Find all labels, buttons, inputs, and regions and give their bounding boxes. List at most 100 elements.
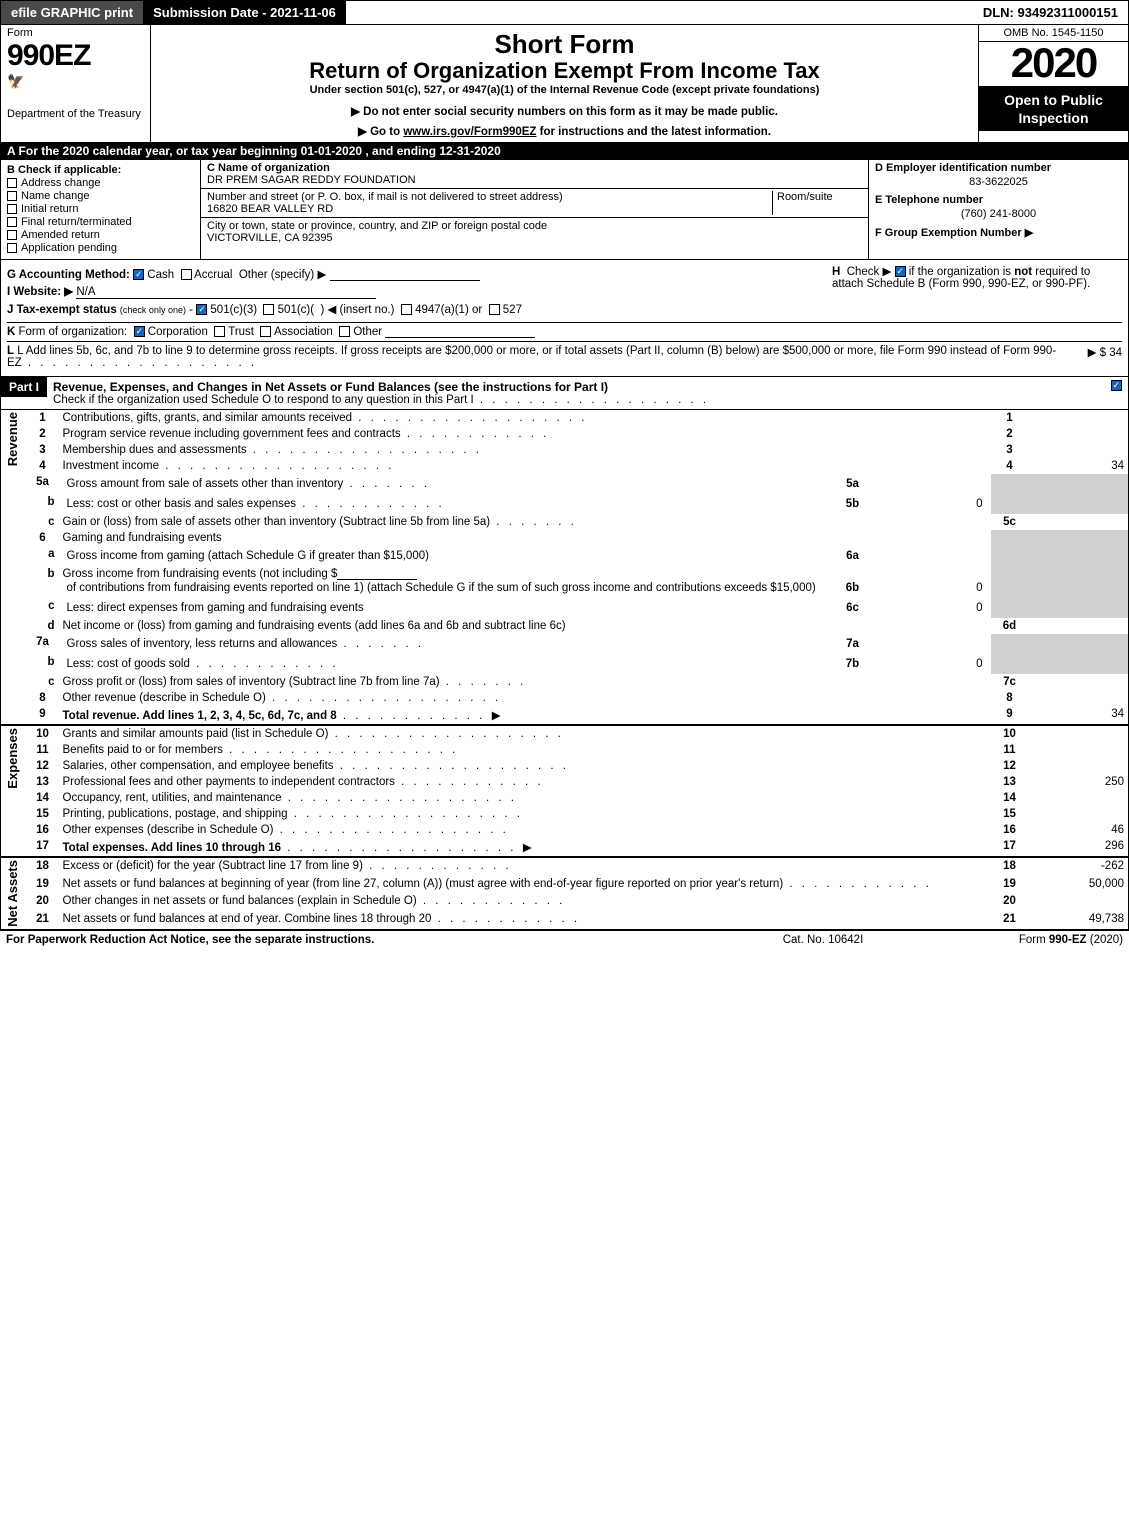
g-label: G Accounting Method: [7, 269, 130, 281]
c-room-label: Room/suite [772, 191, 862, 215]
r5a-desc: Gross amount from sale of assets other t… [63, 476, 839, 492]
dept-label: Department of the Treasury [7, 108, 144, 120]
l-text: L Add lines 5b, 6c, and 7b to line 9 to … [7, 345, 1056, 369]
r21-desc: Net assets or fund balances at end of ye… [59, 911, 991, 929]
revenue-sidebar: Revenue [5, 412, 20, 466]
chk-corp[interactable] [134, 326, 145, 337]
topbar: efile GRAPHIC print Submission Date - 20… [0, 0, 1129, 25]
c-city-row: City or town, state or province, country… [201, 218, 868, 246]
l-amount: ▶ $ 34 [1062, 345, 1122, 369]
form-middle: Short Form Return of Organization Exempt… [151, 25, 978, 142]
r6a-desc: Gross income from gaming (attach Schedul… [63, 548, 839, 564]
chk-initial-return[interactable]: Initial return [7, 203, 194, 215]
chk-assoc[interactable] [260, 326, 271, 337]
v6b: 0 [867, 580, 987, 596]
footer: For Paperwork Reduction Act Notice, see … [0, 930, 1129, 949]
r16-desc: Other expenses (describe in Schedule O) [59, 822, 991, 838]
g-other-label: Other (specify) ▶ [239, 269, 326, 281]
chk-address-change-label: Address change [21, 177, 101, 189]
tax-year: 2020 [979, 42, 1128, 87]
v7b: 0 [867, 656, 987, 672]
r13-desc: Professional fees and other payments to … [59, 774, 991, 790]
efile-print-button[interactable]: efile GRAPHIC print [1, 1, 143, 24]
r6c-desc: Less: direct expenses from gaming and fu… [63, 600, 839, 616]
r6d-desc: Net income or (loss) from gaming and fun… [59, 618, 991, 634]
chk-amended-return-label: Amended return [21, 229, 100, 241]
chk-part-i-scho[interactable] [1111, 380, 1122, 391]
r2-desc: Program service revenue including govern… [59, 426, 991, 442]
ssn-warning: ▶ Do not enter social security numbers o… [157, 104, 972, 118]
i-value: N/A [76, 286, 376, 299]
part-i-title: Revenue, Expenses, and Changes in Net As… [53, 380, 608, 394]
r14-desc: Occupancy, rent, utilities, and maintena… [59, 790, 991, 806]
r4-desc: Investment income [59, 458, 991, 474]
chk-cash[interactable] [133, 269, 144, 280]
r9-desc: Total revenue. Add lines 1, 2, 3, 4, 5c,… [63, 710, 337, 722]
eagle-icon: 🦅 [7, 73, 144, 90]
chk-4947[interactable] [401, 304, 412, 315]
v13: 250 [1029, 774, 1129, 790]
v16: 46 [1029, 822, 1129, 838]
expenses-sidebar: Expenses [5, 728, 20, 789]
entity-box: B Check if applicable: Address change Na… [0, 160, 1129, 260]
g-accrual-label: Accrual [194, 269, 232, 281]
chk-address-change[interactable]: Address change [7, 177, 194, 189]
chk-h[interactable] [895, 266, 906, 277]
goto-post: for instructions and the latest informat… [536, 126, 771, 138]
chk-527[interactable] [489, 304, 500, 315]
j-line: J Tax-exempt status (check only one) - 5… [7, 302, 822, 316]
e-tel-label: E Telephone number [875, 194, 1122, 206]
chk-name-change[interactable]: Name change [7, 190, 194, 202]
chk-trust[interactable] [214, 326, 225, 337]
r3-desc: Membership dues and assessments [59, 442, 991, 458]
col-c: C Name of organization DR PREM SAGAR RED… [201, 160, 868, 259]
goto-link[interactable]: www.irs.gov/Form990EZ [403, 126, 536, 138]
section-a-band: A For the 2020 calendar year, or tax yea… [0, 142, 1129, 160]
v17: 296 [1029, 838, 1129, 857]
i-line: I Website: ▶ N/A [7, 284, 822, 299]
form-number: 990EZ [7, 39, 144, 73]
r1-desc: Contributions, gifts, grants, and simila… [59, 410, 991, 426]
chk-501c3[interactable] [196, 304, 207, 315]
r7a-desc: Gross sales of inventory, less returns a… [63, 636, 839, 652]
chk-amended-return[interactable]: Amended return [7, 229, 194, 241]
c-name-label: C Name of organization [207, 162, 330, 174]
form-label: Form [7, 27, 144, 39]
d-ein-value: 83-3622025 [875, 176, 1122, 188]
open-to-public: Open to Public Inspection [979, 87, 1128, 131]
submission-date: Submission Date - 2021-11-06 [143, 1, 346, 24]
netassets-sidebar: Net Assets [5, 860, 20, 927]
v5b: 0 [867, 496, 987, 512]
r6b1-desc: Gross income from fundraising events (no… [63, 568, 338, 580]
i-label: I Website: ▶ [7, 286, 73, 298]
e-tel-value: (760) 241-8000 [875, 208, 1122, 220]
r7b-desc: Less: cost of goods sold [63, 656, 839, 672]
chk-final-return-label: Final return/terminated [21, 216, 132, 228]
h-line: H Check ▶ if the organization is not req… [822, 264, 1122, 319]
chk-application-pending[interactable]: Application pending [7, 242, 194, 254]
chk-501c[interactable] [263, 304, 274, 315]
b-label: B Check if applicable: [7, 164, 194, 176]
f-group-label: F Group Exemption Number ▶ [875, 226, 1122, 239]
r5b-desc: Less: cost or other basis and sales expe… [63, 496, 839, 512]
r18-desc: Excess or (deficit) for the year (Subtra… [59, 857, 991, 876]
v19: 50,000 [1029, 876, 1129, 894]
footer-left: For Paperwork Reduction Act Notice, see … [6, 934, 723, 946]
footer-right: Form 990-EZ (2020) [923, 934, 1123, 946]
dln: DLN: 93492311000151 [973, 1, 1128, 24]
v4: 34 [1029, 458, 1129, 474]
form-left: Form 990EZ 🦅 Department of the Treasury [1, 25, 151, 142]
c-street-row: Number and street (or P. O. box, if mail… [201, 189, 868, 218]
v9: 34 [1029, 706, 1129, 725]
chk-accrual[interactable] [181, 269, 192, 280]
form-right: OMB No. 1545-1150 2020 Open to Public In… [978, 25, 1128, 142]
footer-mid: Cat. No. 10642I [723, 934, 923, 946]
part-i-table: Revenue 1Contributions, gifts, grants, a… [0, 410, 1129, 930]
d-ein-label: D Employer identification number [875, 162, 1122, 174]
col-def: D Employer identification number 83-3622… [868, 160, 1128, 259]
chk-final-return[interactable]: Final return/terminated [7, 216, 194, 228]
chk-other[interactable] [339, 326, 350, 337]
c-city-value: VICTORVILLE, CA 92395 [207, 232, 333, 244]
k-line: K Form of organization: Corporation Trus… [7, 322, 1122, 338]
topbar-spacer [346, 1, 973, 24]
